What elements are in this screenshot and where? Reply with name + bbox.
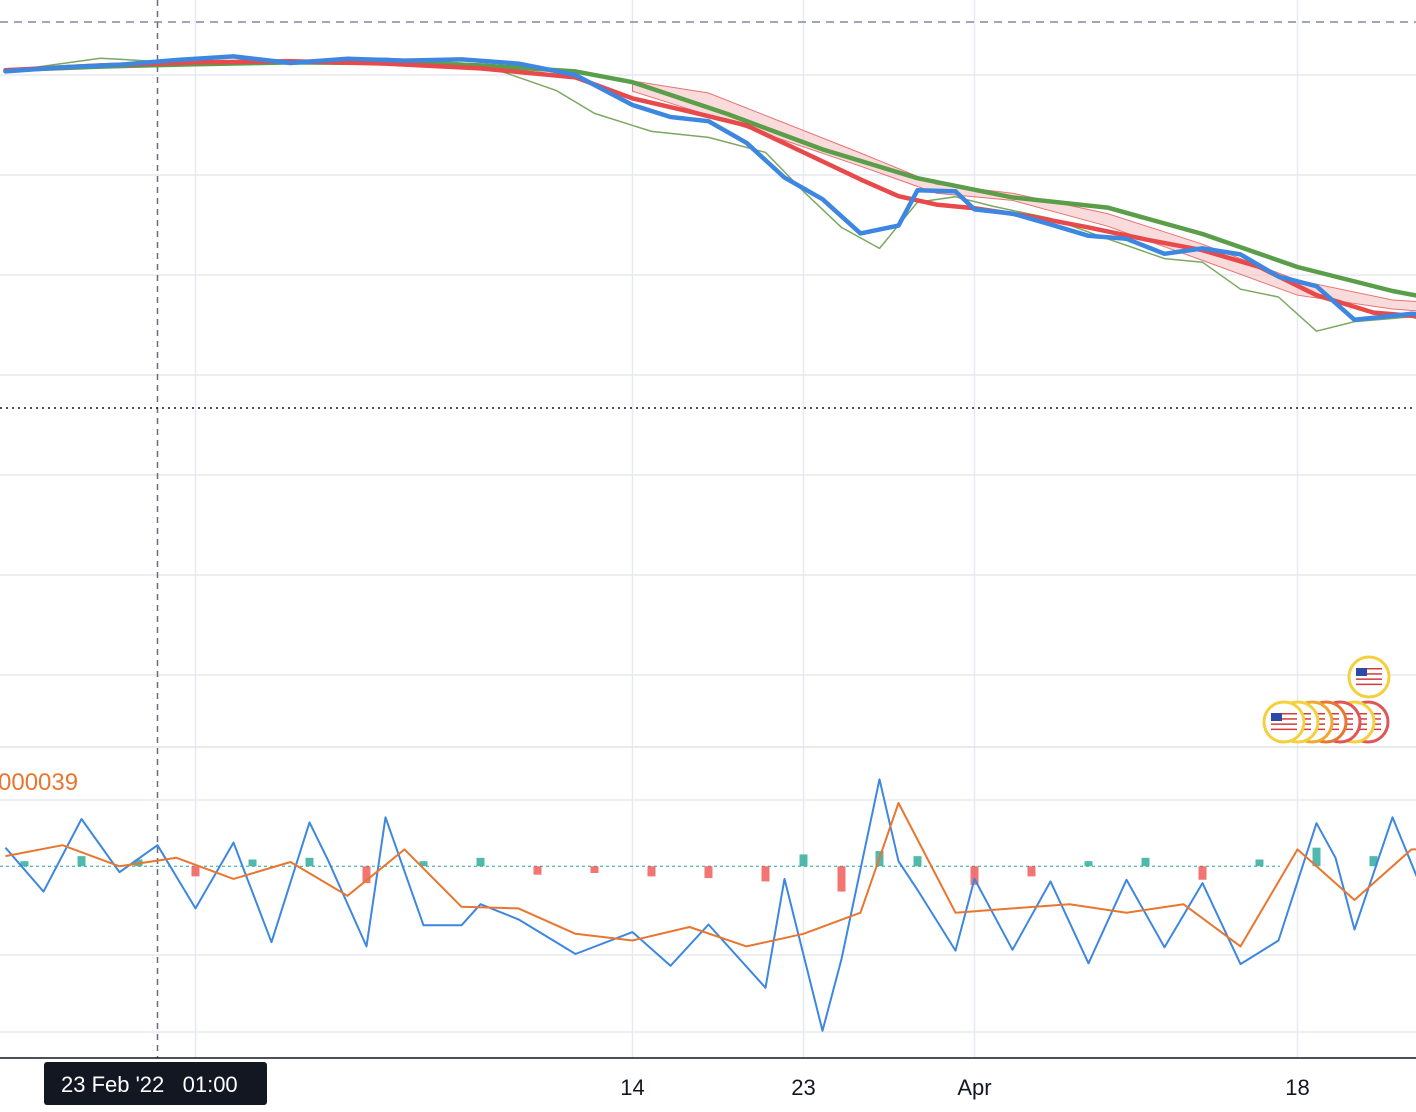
time-axis[interactable]: 1423Apr18May xyxy=(0,1057,1416,1100)
macd-value-label: 000039 xyxy=(0,769,78,796)
histogram-bar xyxy=(305,857,314,867)
histogram-bar xyxy=(1084,861,1093,867)
crosshair-date-tag xyxy=(44,1062,267,1105)
x-tick-label: Apr xyxy=(957,1075,991,1100)
histogram-bar xyxy=(1141,857,1150,867)
histogram-bar xyxy=(1255,859,1264,867)
x-tick-label: 14 xyxy=(620,1075,644,1100)
histogram-bar xyxy=(1027,866,1036,877)
us-flag-icon[interactable] xyxy=(1347,655,1391,699)
histogram-bar xyxy=(704,866,713,879)
x-tick-label: 23 xyxy=(791,1075,815,1100)
histogram-bar xyxy=(533,866,542,875)
histogram-bar xyxy=(476,857,485,867)
histogram-bar xyxy=(913,856,922,867)
histogram-bar xyxy=(970,866,979,885)
histogram-bar xyxy=(191,866,200,877)
histogram-bar xyxy=(1198,866,1207,880)
crosshair-date-label: 23 Feb '22 01:00 xyxy=(61,1072,238,1097)
histogram-bar xyxy=(1312,847,1321,867)
histogram-bar xyxy=(647,866,656,877)
histogram-bar xyxy=(1369,856,1378,867)
histogram-bar xyxy=(837,866,846,892)
histogram-bar xyxy=(362,866,371,884)
series-line-macd xyxy=(4,778,1416,1032)
series-line-signal xyxy=(5,802,1416,948)
event-markers[interactable] xyxy=(1262,655,1391,744)
histogram-bar xyxy=(419,861,428,867)
us-flag-icon[interactable] xyxy=(1262,700,1306,744)
histogram-bar xyxy=(799,854,808,867)
price-pane[interactable] xyxy=(0,54,1416,423)
series-line-ma-fast xyxy=(3,58,1416,319)
series-line-close xyxy=(3,54,1416,323)
histogram-bar xyxy=(590,866,599,873)
crosshair: 23 Feb '22 01:00 xyxy=(44,1062,267,1105)
x-tick-label: 18 xyxy=(1285,1075,1309,1100)
histogram-bar xyxy=(20,861,29,867)
histogram-bar xyxy=(761,866,770,882)
histogram-bar xyxy=(77,856,86,867)
macd-pane[interactable] xyxy=(0,778,1416,1032)
histogram-bar xyxy=(248,859,257,867)
grid xyxy=(0,0,1416,1058)
